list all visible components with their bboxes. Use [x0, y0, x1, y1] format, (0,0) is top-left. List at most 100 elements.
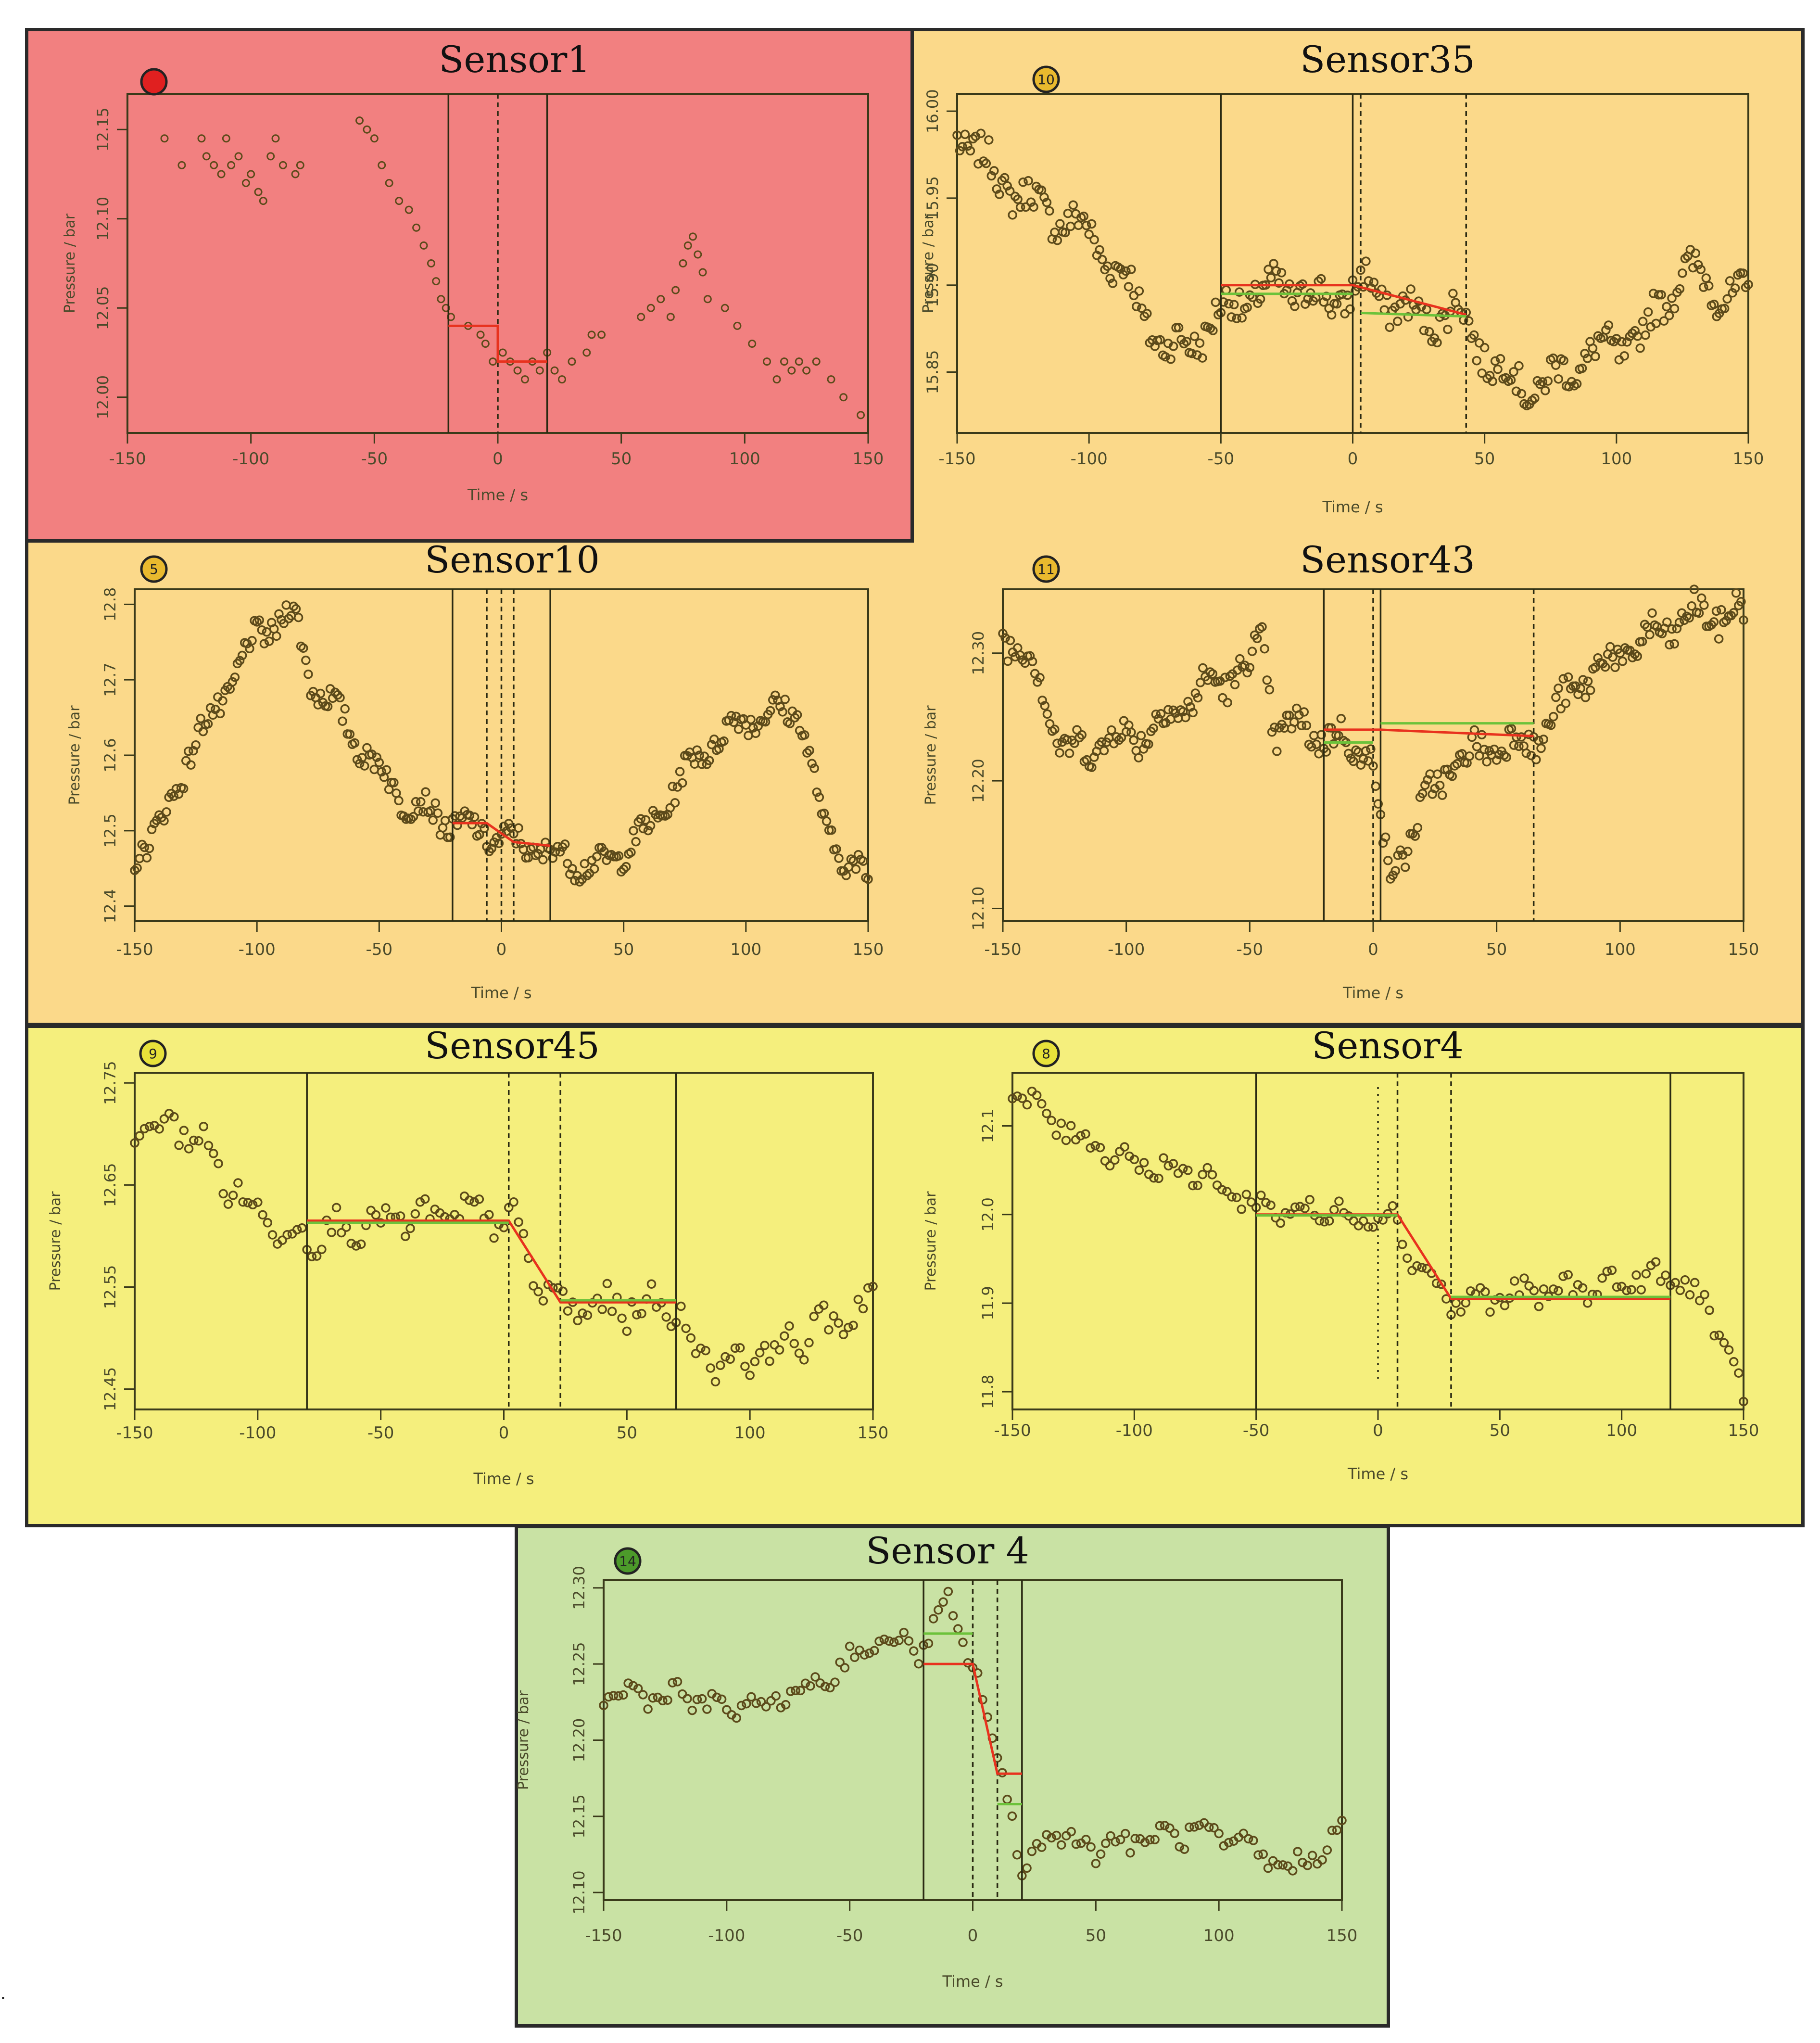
data-point	[259, 197, 267, 205]
data-point	[1302, 721, 1312, 730]
data-point	[1690, 1278, 1700, 1288]
sensor-badge-label: 5	[150, 561, 158, 577]
data-point	[1188, 1180, 1198, 1191]
data-point	[355, 116, 364, 125]
data-point	[694, 250, 702, 259]
data-point	[853, 850, 863, 860]
data-point	[1432, 769, 1442, 779]
data-point	[1115, 1835, 1125, 1844]
fit-line-red	[923, 1662, 1022, 1775]
data-point	[857, 411, 865, 419]
data-point	[1536, 743, 1546, 753]
x-tick-label: 150	[1728, 940, 1759, 959]
data-point	[1239, 1828, 1249, 1839]
data-point	[1029, 202, 1038, 212]
data-point	[1332, 1825, 1342, 1835]
data-point	[580, 859, 590, 869]
data-point	[780, 695, 790, 704]
data-point	[135, 1131, 144, 1141]
data-point	[445, 832, 455, 842]
x-tick-label: 50	[1474, 449, 1495, 469]
data-point	[139, 1124, 150, 1133]
data-point	[1448, 289, 1458, 298]
data-point	[1124, 282, 1134, 292]
data-point	[1211, 297, 1221, 307]
data-point	[1670, 1278, 1680, 1288]
data-point	[1120, 1828, 1130, 1839]
data-point	[1664, 311, 1674, 320]
data-point	[1556, 704, 1566, 714]
data-point	[223, 682, 232, 692]
data-point	[1576, 684, 1585, 693]
data-point	[1524, 1281, 1534, 1291]
x-tick-label: -50	[836, 1926, 863, 1945]
data-point	[840, 1663, 850, 1673]
data-point	[272, 631, 281, 641]
data-point	[1178, 1164, 1188, 1174]
data-point	[800, 730, 809, 740]
data-point	[1129, 736, 1138, 745]
data-point	[736, 1700, 746, 1711]
data-point	[1081, 220, 1091, 230]
data-point	[1276, 1218, 1286, 1228]
data-point	[1643, 307, 1653, 317]
x-tick-label: -150	[994, 1421, 1031, 1440]
data-point	[814, 792, 824, 802]
data-point	[592, 851, 602, 862]
data-point	[800, 1678, 810, 1688]
data-point	[1675, 1285, 1685, 1295]
data-point	[1373, 799, 1383, 809]
data-point	[619, 1690, 628, 1700]
data-point	[514, 823, 523, 833]
data-point	[1150, 1835, 1160, 1845]
data-point	[413, 806, 423, 816]
x-tick-label: 50	[613, 940, 634, 959]
data-point	[301, 655, 311, 665]
data-point	[1237, 1205, 1247, 1214]
data-point	[550, 847, 560, 857]
data-point	[144, 1122, 154, 1131]
x-tick-label: 100	[734, 1423, 766, 1443]
data-point	[629, 826, 638, 836]
data-point	[159, 1114, 169, 1124]
data-point	[1140, 1838, 1150, 1847]
x-tick-label: -50	[1208, 449, 1235, 469]
data-point	[1451, 1298, 1461, 1308]
data-point	[1267, 727, 1277, 737]
data-point	[1558, 1271, 1568, 1282]
data-point	[1243, 1834, 1253, 1844]
data-point	[1130, 1834, 1140, 1843]
data-point	[1050, 724, 1060, 734]
data-point	[1084, 229, 1094, 239]
data-point	[1564, 382, 1574, 392]
data-point	[683, 241, 692, 250]
data-point	[1730, 283, 1740, 293]
data-point	[1182, 337, 1191, 346]
data-point	[412, 223, 421, 232]
data-point	[976, 128, 986, 138]
x-tick-label: 0	[1368, 940, 1378, 959]
data-point	[687, 1705, 697, 1715]
data-point	[430, 798, 440, 808]
data-point	[1610, 662, 1620, 673]
data-point	[1561, 698, 1571, 708]
data-point	[717, 1694, 727, 1704]
y-tick-label: 12.1	[979, 1109, 997, 1143]
data-point	[1100, 1156, 1110, 1166]
data-point	[1549, 1284, 1558, 1294]
chart-title: Sensor43	[1300, 538, 1475, 581]
data-point	[437, 295, 445, 304]
data-point	[395, 1211, 405, 1221]
data-point	[1521, 748, 1531, 758]
data-point	[1711, 606, 1721, 616]
data-point	[710, 1377, 720, 1387]
x-axis-label: Time / s	[1342, 984, 1403, 1002]
data-point	[1559, 355, 1568, 366]
data-point	[1145, 1835, 1155, 1845]
data-point	[575, 877, 584, 887]
data-point	[771, 1691, 781, 1701]
data-point	[963, 141, 973, 151]
data-point	[489, 1233, 499, 1243]
data-point	[372, 752, 381, 762]
data-point	[1342, 291, 1352, 300]
